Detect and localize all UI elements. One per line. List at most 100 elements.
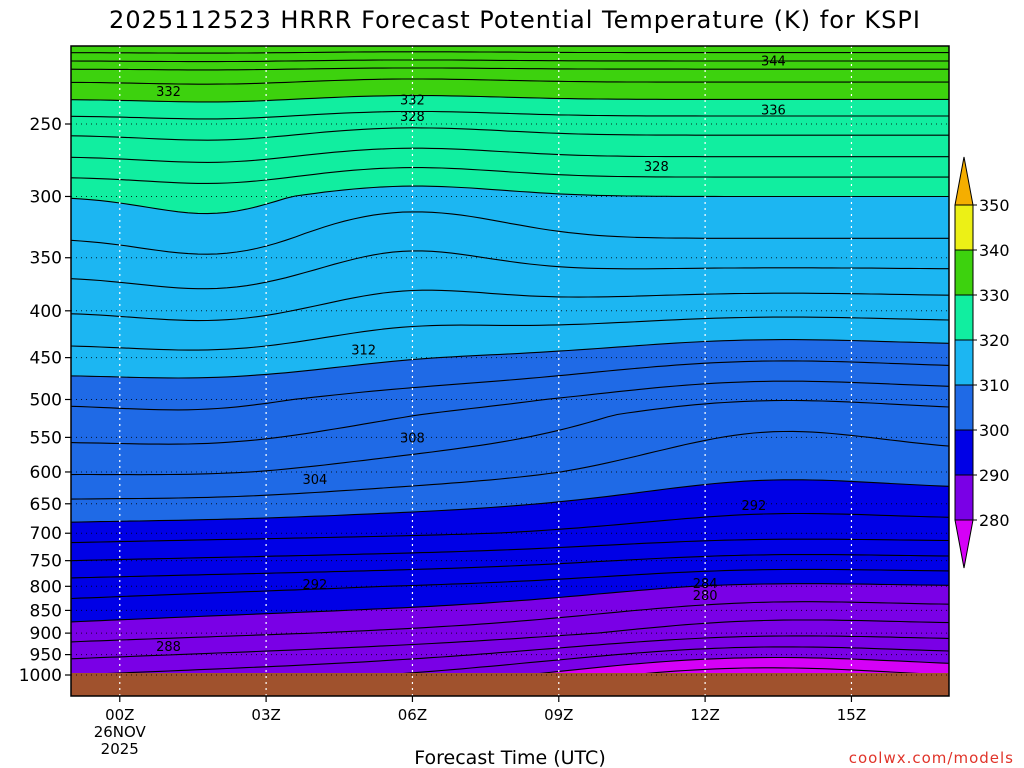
colorbar-label-320: 320 — [979, 331, 1010, 350]
isentrope-278 — [582, 667, 949, 696]
isentrope-330 — [71, 95, 949, 103]
isentrope-310 — [71, 339, 949, 379]
isentrope-308 — [71, 360, 949, 411]
plot-frame — [70, 45, 950, 697]
isentrope-300 — [71, 479, 949, 523]
isentrope-284 — [71, 635, 949, 676]
x-tick-label-12Z: 12Z — [690, 706, 719, 724]
colorbar-label-280: 280 — [979, 511, 1010, 530]
y-tick-label-250: 250 — [30, 115, 62, 135]
isentrope-342 — [71, 35, 949, 36]
colorbar-swatch — [954, 474, 974, 521]
x-tick-label-03Z: 03Z — [251, 706, 280, 724]
colorbar-swatch — [954, 384, 974, 431]
y-tick-label-800: 800 — [30, 577, 62, 597]
contour-label-280: 280 — [693, 589, 718, 604]
y-tick-label-600: 600 — [30, 463, 62, 483]
band-280-290 — [71, 583, 949, 696]
band-300-310 — [71, 339, 949, 523]
isentrope-334 — [71, 67, 949, 71]
isentrope-328 — [71, 110, 949, 120]
contour-label-284: 284 — [693, 577, 718, 592]
isentrope-296 — [71, 538, 949, 562]
isentrope-304 — [71, 399, 949, 476]
isentrope-322 — [71, 167, 949, 184]
colorbar-label-330: 330 — [979, 286, 1010, 305]
colorbar-swatch — [954, 339, 974, 386]
y-tick-label-1000: 1000 — [19, 666, 62, 686]
x-axis-label: Forecast Time (UTC) — [414, 747, 605, 768]
colorbar-swatch — [954, 294, 974, 341]
contour-label-292: 292 — [302, 578, 327, 593]
colorbar-swatch — [954, 429, 974, 476]
isentrope-298 — [71, 512, 949, 544]
band-330-340 — [71, 46, 949, 102]
y-tick-label-300: 300 — [30, 187, 62, 207]
x-tick-label-15Z: 15Z — [837, 706, 866, 724]
grid-lines — [71, 46, 949, 696]
chart-title: 2025112523 HRRR Forecast Potential Tempe… — [109, 6, 921, 34]
isentrope-314 — [71, 289, 949, 322]
contour-label-328: 328 — [400, 110, 425, 125]
contour-label-328: 328 — [644, 160, 669, 175]
colorbar-swatch — [954, 249, 974, 296]
colorbar: 350 340 330 320 310 300 290 280 — [954, 156, 1010, 569]
isentrope-318 — [71, 211, 949, 255]
x-tick-sublabel: 2025 — [101, 740, 139, 758]
colorbar-under-arrow — [954, 519, 974, 569]
y-tick-label-650: 650 — [30, 495, 62, 515]
isentrope-332 — [71, 78, 949, 85]
isentrope-306 — [71, 380, 949, 445]
isentrope-282 — [364, 646, 949, 696]
isentrope-324 — [71, 147, 949, 163]
isentrope-336 — [71, 59, 949, 63]
band-310-320 — [71, 186, 949, 378]
colorbar-label-340: 340 — [979, 241, 1010, 260]
colorbar-label-290: 290 — [979, 466, 1010, 485]
y-tick-label-450: 450 — [30, 349, 62, 369]
y-tick-label-850: 850 — [30, 601, 62, 621]
isentrope-320 — [71, 185, 949, 215]
contour-label-332: 332 — [400, 93, 425, 108]
y-tick-label-550: 550 — [30, 428, 62, 448]
y-tick-label-700: 700 — [30, 524, 62, 544]
isentrope-316 — [71, 250, 949, 290]
contour-label-332: 332 — [156, 85, 181, 100]
colorbar-swatch — [954, 204, 974, 251]
colorbar-label-310: 310 — [979, 376, 1010, 395]
contour-label-336: 336 — [761, 103, 786, 118]
y-tick-label-350: 350 — [30, 249, 62, 269]
credit-link[interactable]: coolwx.com/models — [849, 749, 1014, 767]
y-tick-label-900: 900 — [30, 624, 62, 644]
ground-surface — [71, 673, 949, 696]
isentrope-290 — [71, 583, 949, 623]
x-tick-label-06Z: 06Z — [398, 706, 427, 724]
temperature-bands — [71, 46, 949, 696]
contour-label-312: 312 — [351, 344, 376, 359]
colorbar-label-350: 350 — [979, 196, 1010, 215]
x-tick-label-00Z: 00Z — [105, 706, 134, 724]
contour-label-304: 304 — [302, 473, 327, 488]
isentrope-312 — [71, 316, 949, 351]
band-320-330 — [71, 95, 949, 214]
isentrope-338 — [71, 51, 949, 54]
isentrope-302 — [71, 430, 949, 500]
isentrope-294 — [71, 554, 949, 579]
isentrope-288 — [71, 601, 949, 643]
contour-label-288: 288 — [156, 640, 181, 655]
isentrope-340 — [71, 43, 949, 44]
contour-label-292: 292 — [741, 499, 766, 514]
isentrope-286 — [71, 619, 949, 660]
x-tick-sublabel: 26NOV — [94, 723, 147, 741]
x-tick-label-09Z: 09Z — [544, 706, 573, 724]
colorbar-over-arrow — [954, 156, 974, 206]
isentrope-292 — [71, 568, 949, 600]
contour-label-344: 344 — [761, 54, 786, 69]
y-tick-label-400: 400 — [30, 302, 62, 322]
isentrope-326 — [71, 127, 949, 141]
y-tick-label-750: 750 — [30, 552, 62, 572]
y-tick-label-500: 500 — [30, 391, 62, 411]
